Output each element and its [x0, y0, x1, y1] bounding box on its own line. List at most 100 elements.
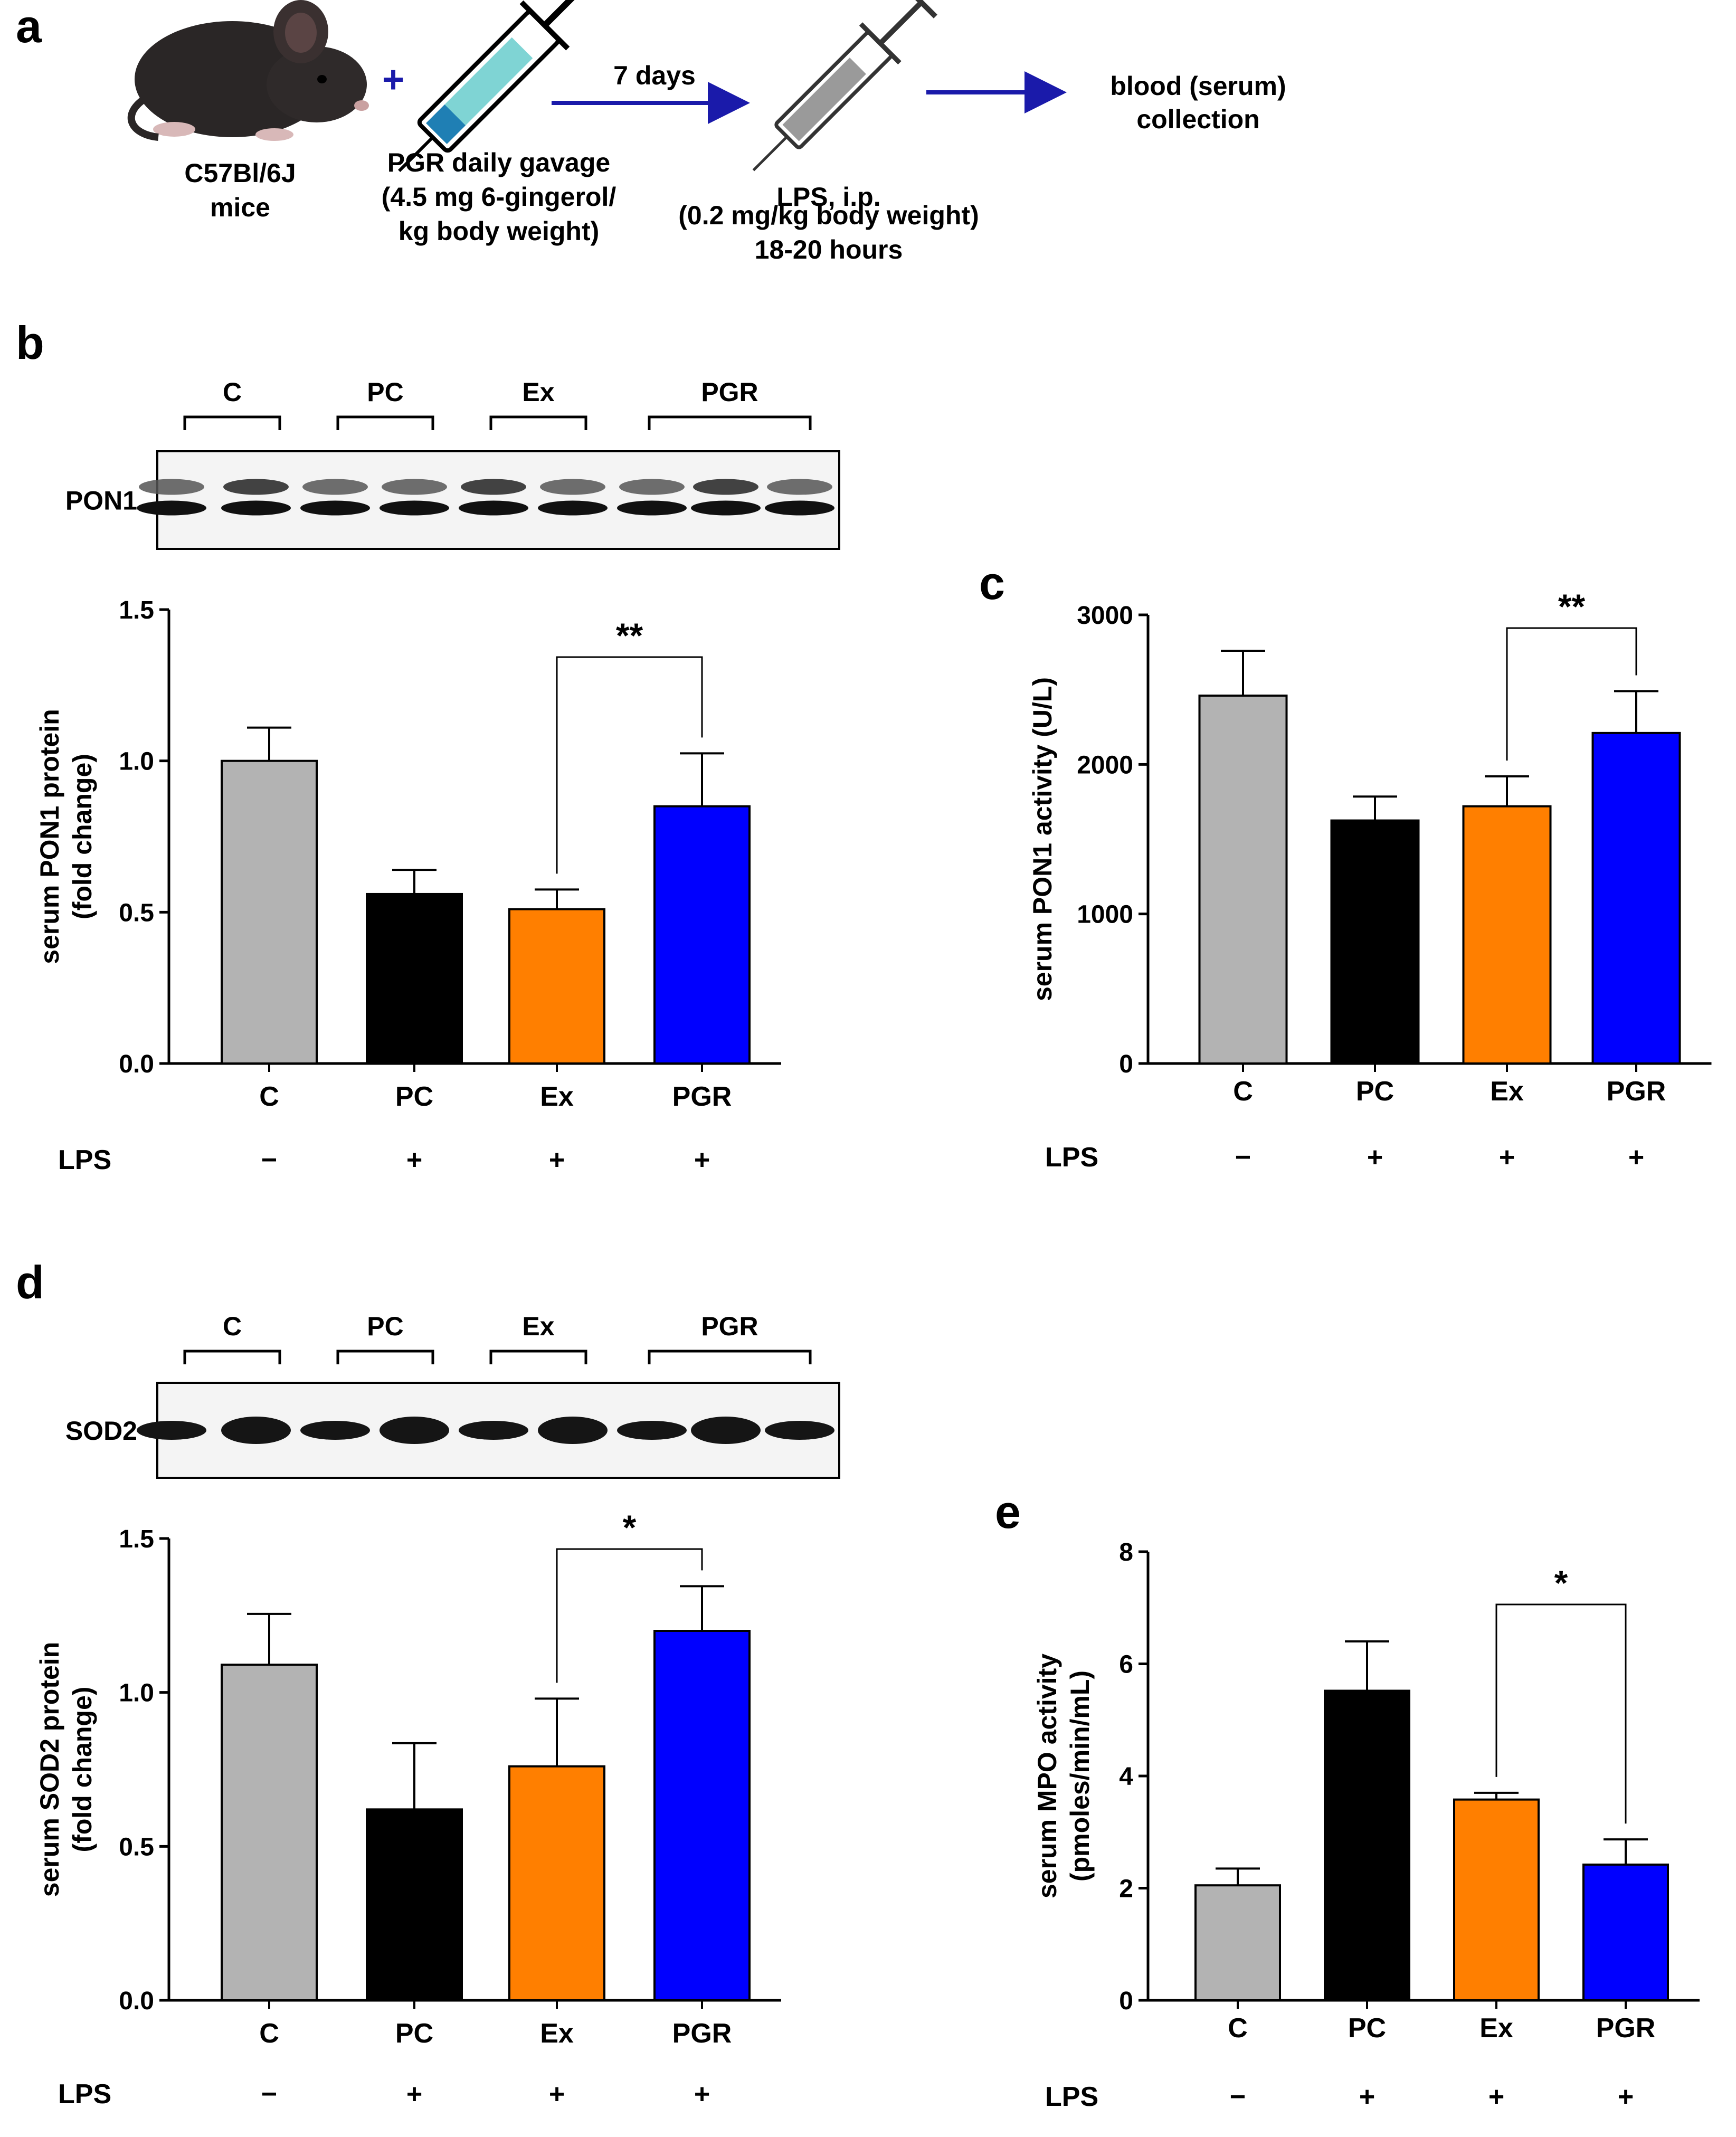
plus-sign: +: [382, 59, 404, 101]
bar-pgr: [1591, 732, 1681, 1065]
y-tick-label: 0.0: [119, 1987, 154, 2015]
bar-ex: [508, 1765, 605, 2002]
x-tick-label: C: [1228, 2013, 1248, 2044]
bar-ex: [508, 908, 605, 1065]
bar-pc: [1324, 1689, 1410, 2001]
lps-row-label: LPS: [1045, 2082, 1098, 2112]
blot-group-label: C: [223, 377, 242, 407]
significance-label: **: [1558, 587, 1586, 626]
y-axis-label: serum PON1 activity (U/L): [1028, 677, 1057, 1001]
lps-row-label: LPS: [1045, 1142, 1098, 1173]
mouse-icon: [127, 0, 369, 141]
chart-pon1-activity: 0 1000 2000 3000 serum PON1 activity (U/L) C −…: [1028, 587, 1712, 1173]
y-tick-label: 1000: [1077, 901, 1133, 929]
x-tick-label: Ex: [540, 1081, 574, 1112]
bar-pc: [366, 892, 463, 1065]
lps-sign: +: [1618, 2082, 1634, 2112]
blot-group-bracket: [489, 415, 587, 430]
lps-label-line2: (0.2 mg/kg body weight): [678, 201, 979, 230]
blot-band: [617, 500, 687, 516]
y-tick-label: 4: [1119, 1763, 1133, 1791]
y-axis-label-line: (fold change): [68, 754, 97, 919]
significance-label: *: [1554, 1563, 1568, 1602]
blot-band: [223, 479, 289, 495]
lps-syringe-icon: [752, 0, 937, 172]
blot-band: [221, 1417, 291, 1444]
bar-c: [1194, 1884, 1281, 2001]
chart-mpo-activity: 0 2 4 6 8 serum MPO activity (pmoles/min/mL) C −…: [1032, 1538, 1700, 2112]
blot-band: [459, 1421, 528, 1440]
gavage-label-line2: (4.5 mg 6-gingerol/: [382, 182, 616, 212]
x-tick-label: C: [259, 2018, 279, 2049]
y-axis-label-line: (pmoles/min/mL): [1065, 1670, 1095, 1882]
y-tick-label: 1.5: [119, 1525, 154, 1553]
significance-label: **: [616, 616, 643, 655]
blot-band: [693, 479, 758, 495]
blot-group-bracket: [183, 1350, 281, 1364]
blot-protein-label: SOD2: [65, 1416, 137, 1446]
blot-band: [137, 1421, 206, 1440]
x-tick-label: PGR: [1607, 1076, 1666, 1107]
gavage-label-line1: PGR daily gavage: [387, 148, 610, 177]
lps-sign: +: [694, 2079, 710, 2110]
blot-band: [767, 479, 832, 495]
blot-group-label: PGR: [701, 1312, 758, 1341]
blot-band: [461, 479, 526, 495]
blot-band: [691, 500, 761, 516]
x-tick-label: PC: [1356, 1076, 1394, 1107]
y-axis-label-line: serum PON1 activity (U/L): [1028, 677, 1057, 1001]
blot-band: [221, 500, 291, 516]
y-tick-label: 8: [1119, 1538, 1133, 1566]
y-axis-label-line: serum SOD2 protein: [35, 1642, 64, 1897]
sod2-western-blot: C PC Ex PGR SOD2: [65, 1312, 840, 1479]
chart-pon1-protein: 0.0 0.5 1.0 1.5 serum PON1 protein (fold chan…: [35, 596, 781, 1175]
blot-band: [619, 479, 685, 495]
lps-sign: +: [406, 2079, 422, 2110]
mouse-label-line1: C57Bl/6J: [184, 158, 296, 188]
blot-group-label: PGR: [701, 377, 758, 407]
significance-label: *: [623, 1508, 637, 1547]
lps-row-label: LPS: [58, 1145, 111, 1175]
gavage-label-line3: kg body weight): [399, 216, 600, 246]
blot-group-bracket: [336, 415, 434, 430]
blot-membrane: [156, 450, 840, 550]
significance-bracket: [1506, 627, 1637, 761]
panel-label-a: a: [16, 0, 42, 52]
y-axis-label-line: serum MPO activity: [1032, 1654, 1062, 1898]
blot-band: [380, 500, 449, 516]
bar-ex: [1453, 1798, 1540, 2001]
bar-c: [221, 759, 318, 1065]
blot-band: [765, 1421, 834, 1440]
blot-band: [459, 500, 528, 516]
y-tick-label: 2000: [1077, 751, 1133, 779]
blot-band: [691, 1417, 761, 1444]
blot-band: [300, 1421, 370, 1440]
bar-pgr: [1582, 1863, 1669, 2001]
panel-label-c: c: [979, 557, 1005, 609]
y-tick-label: 0.5: [119, 899, 154, 927]
lps-sign: +: [406, 1145, 422, 1175]
blot-band: [765, 500, 834, 516]
significance-bracket: [556, 656, 703, 874]
x-tick-label: PC: [395, 1081, 433, 1112]
bar-pgr: [653, 805, 751, 1065]
blot-group-bracket: [648, 415, 812, 430]
lps-sign: −: [261, 1145, 277, 1175]
y-tick-label: 0.5: [119, 1833, 154, 1861]
blot-group-label: Ex: [522, 1312, 554, 1341]
y-axis-label-line: (fold change): [68, 1687, 97, 1853]
x-tick-label: C: [259, 1081, 279, 1112]
lps-sign: +: [1488, 2082, 1504, 2112]
collection-label-line2: collection: [1136, 105, 1259, 134]
y-tick-label: 6: [1119, 1651, 1133, 1679]
y-axis-label-line: serum PON1 protein: [35, 709, 64, 964]
y-tick-label: 0: [1119, 1987, 1133, 2015]
blot-group-label: Ex: [522, 377, 554, 407]
bar-pc: [366, 1808, 463, 2001]
blot-group-bracket: [183, 415, 281, 430]
blot-band: [382, 479, 447, 495]
x-tick-label: PGR: [672, 2018, 732, 2049]
x-tick-label: PC: [1348, 2013, 1386, 2044]
lps-row-label: LPS: [58, 2079, 111, 2110]
